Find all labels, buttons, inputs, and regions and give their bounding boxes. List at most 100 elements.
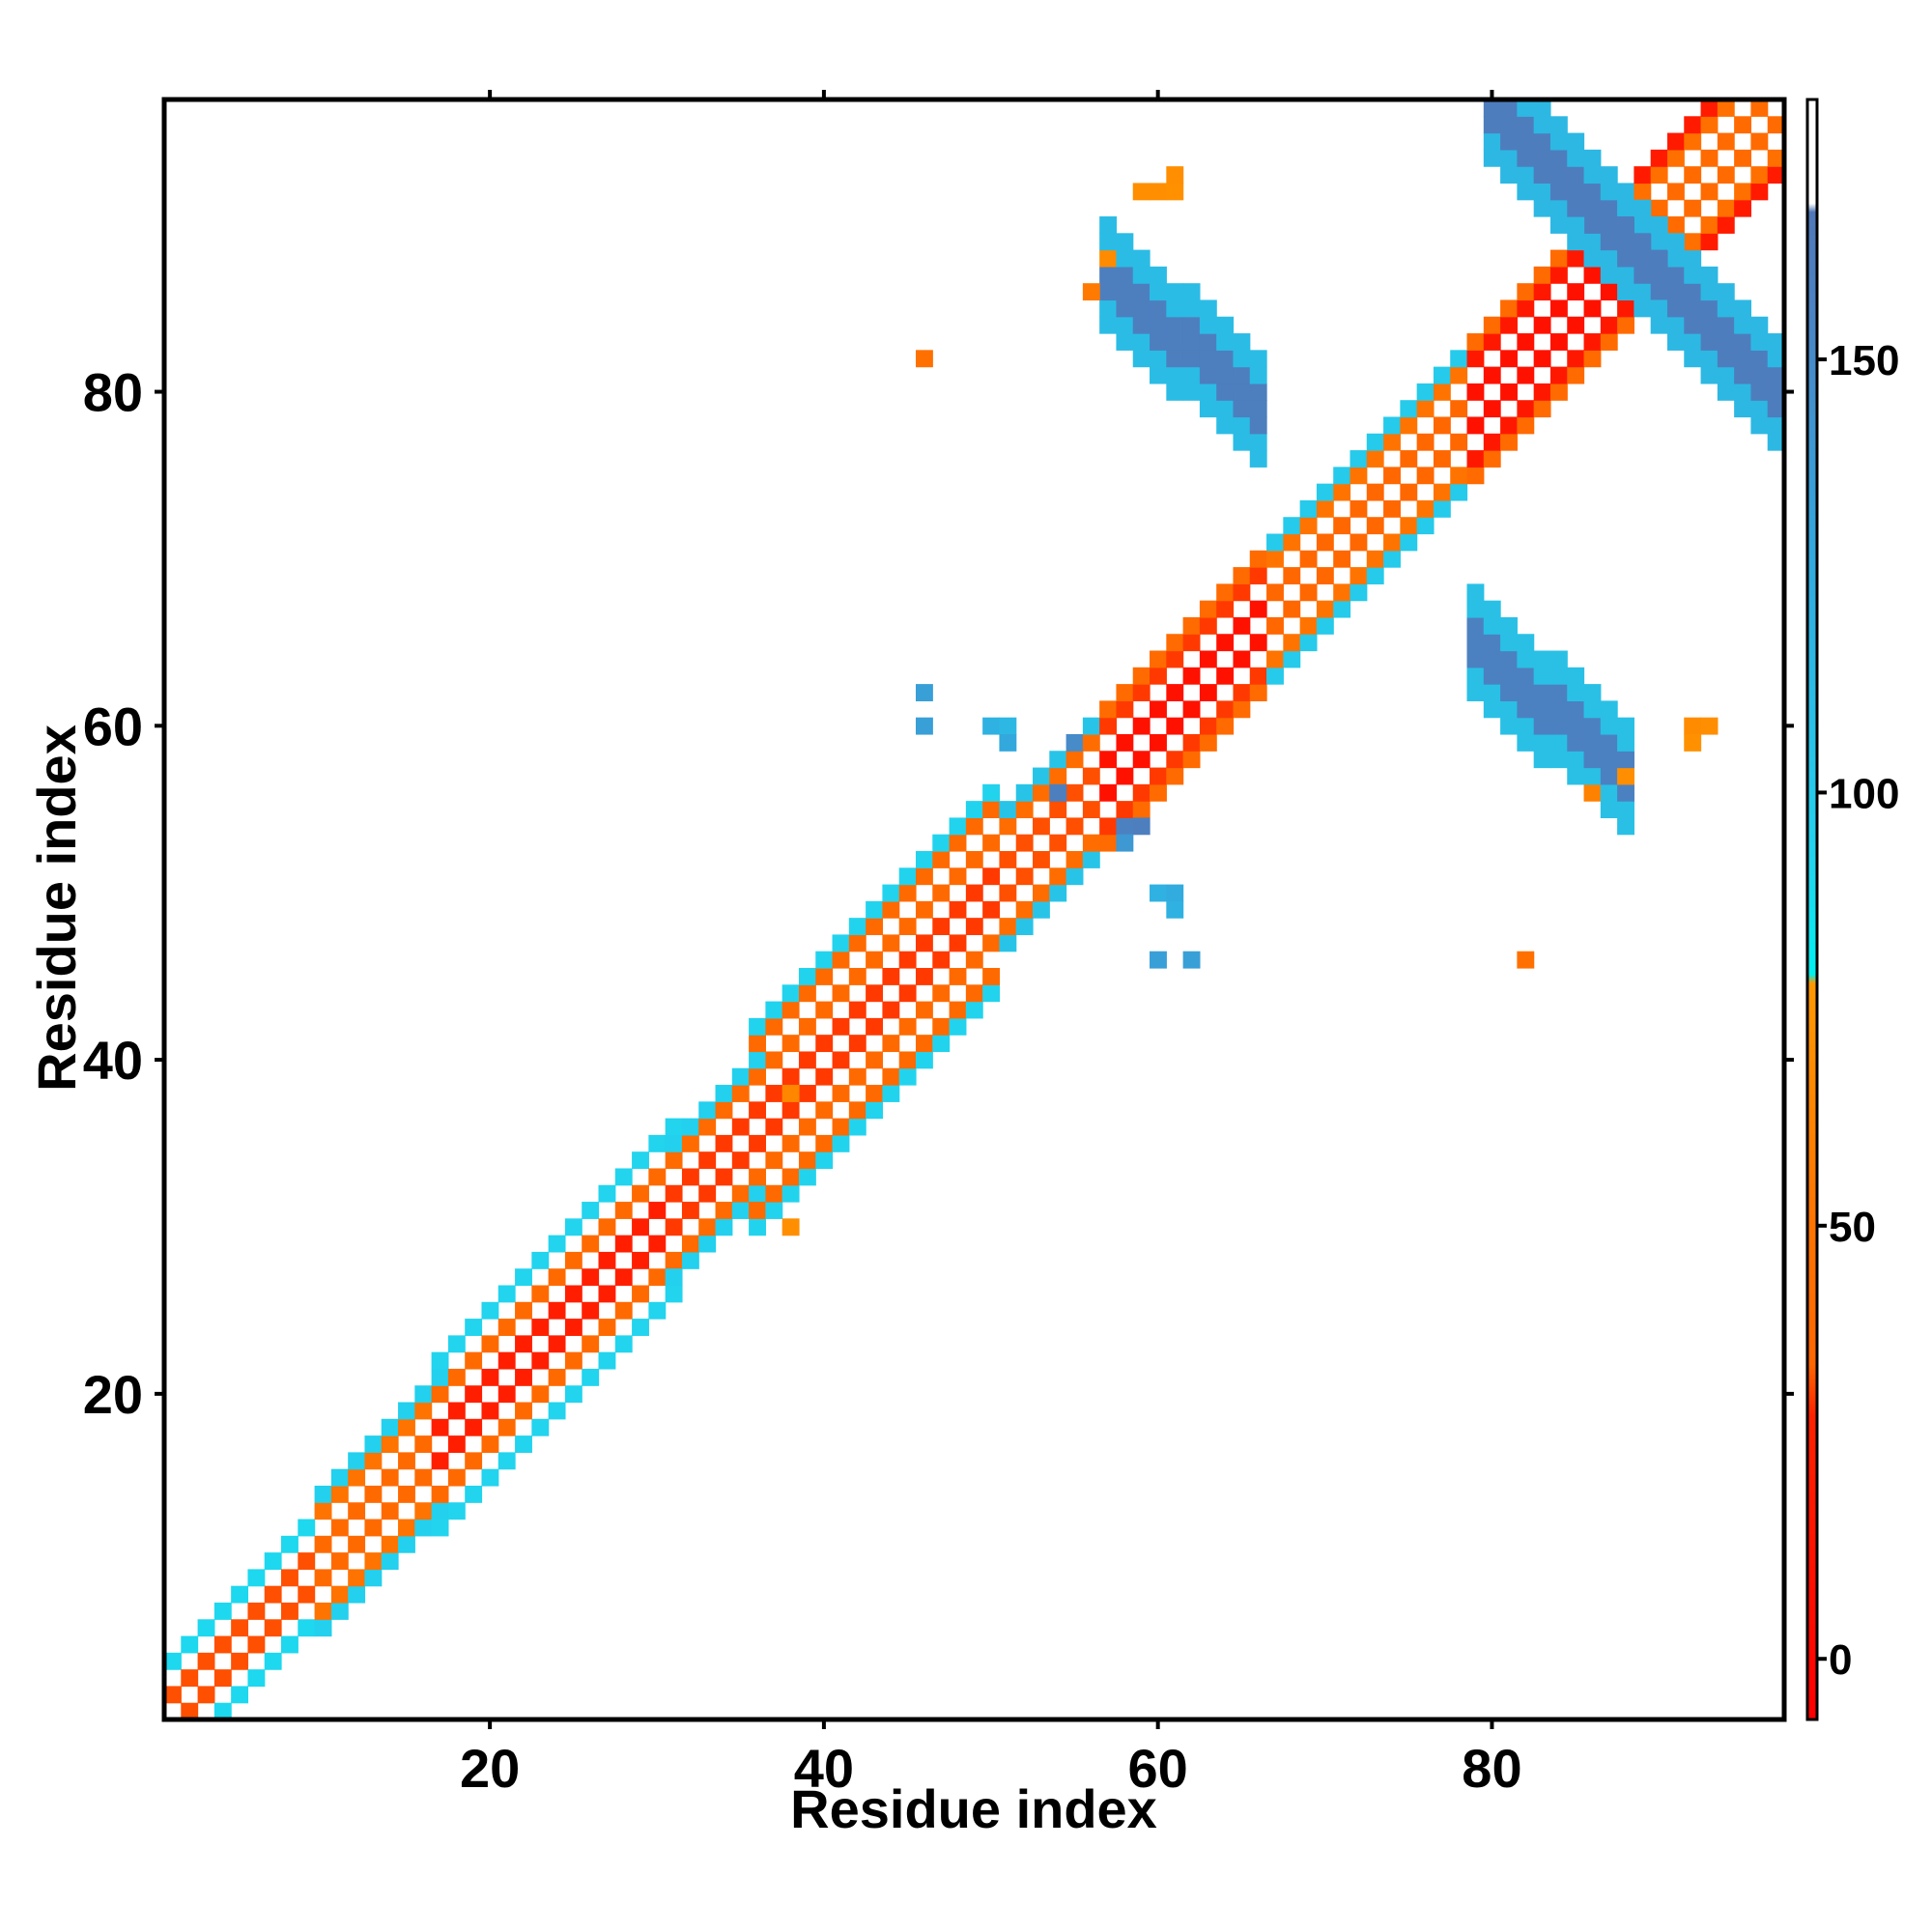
heatmap-cell: [1684, 333, 1702, 351]
heatmap-cell: [832, 1118, 850, 1136]
heatmap-cell: [598, 1251, 616, 1269]
heatmap-cell: [1166, 366, 1184, 384]
heatmap-cell: [330, 1552, 349, 1570]
heatmap-cell: [665, 1134, 683, 1152]
heatmap-cell: [564, 1285, 582, 1303]
heatmap-cell: [1199, 299, 1217, 318]
heatmap-cell: [1583, 733, 1602, 752]
heatmap-cell: [1533, 149, 1551, 167]
heatmap-cell: [898, 1017, 917, 1036]
heatmap-cell: [381, 1418, 399, 1436]
heatmap-cell: [1533, 383, 1551, 401]
heatmap-cell: [832, 1085, 850, 1102]
heatmap-cell: [915, 934, 933, 952]
heatmap-cell: [1049, 884, 1067, 902]
heatmap-cell: [1216, 400, 1235, 418]
heatmap-cell: [1483, 116, 1501, 134]
heatmap-cell: [1433, 483, 1451, 501]
heatmap-cell: [1684, 299, 1702, 318]
heatmap-cell: [949, 1001, 967, 1019]
heatmap-cell: [866, 900, 884, 919]
heatmap-cell: [715, 1202, 733, 1219]
heatmap-cell: [765, 1085, 783, 1102]
axes: 20 40 60 80 20 40 60 80: [83, 90, 1794, 1799]
heatmap-cell: [497, 1418, 516, 1436]
heatmap-cell: [264, 1652, 282, 1670]
heatmap-cell: [982, 867, 1001, 886]
heatmap-cell: [1750, 316, 1769, 334]
heatmap-cell: [1132, 783, 1151, 802]
heatmap-cell: [1617, 183, 1634, 201]
heatmap-cell: [1583, 149, 1602, 167]
heatmap-cell: [564, 1385, 582, 1404]
heatmap-cell: [314, 1619, 332, 1637]
heatmap-cell: [1650, 249, 1668, 268]
heatmap-cell: [731, 1067, 750, 1086]
heatmap-cell: [1700, 183, 1719, 201]
heatmap-cell: [1132, 316, 1151, 334]
heatmap-cell: [1400, 416, 1418, 435]
heatmap-cell: [582, 1268, 600, 1287]
heatmap-cell: [1333, 600, 1351, 618]
heatmap-cell: [1216, 366, 1235, 384]
heatmap-cell: [1466, 650, 1485, 668]
heatmap-cell: [999, 733, 1017, 752]
heatmap-cell: [1600, 233, 1618, 251]
heatmap-cell: [1533, 132, 1551, 151]
heatmap-cell: [1166, 900, 1184, 919]
heatmap-cell: [1182, 333, 1201, 351]
heatmap-cell: [1666, 183, 1685, 201]
heatmap-cell: [882, 884, 900, 902]
heatmap-cell: [548, 1335, 566, 1353]
heatmap-cell: [1233, 383, 1251, 401]
heatmap-cell: [598, 1351, 616, 1370]
heatmap-cell: [648, 1168, 667, 1186]
heatmap-cell: [1116, 233, 1134, 251]
heatmap-cell: [898, 1067, 917, 1086]
heatmap-cell: [632, 1184, 649, 1203]
heatmap-cell: [348, 1468, 366, 1487]
heatmap-cell: [1383, 416, 1401, 435]
heatmap-cell: [1617, 199, 1634, 217]
heatmap-cell: [1617, 299, 1634, 318]
heatmap-cell: [1717, 132, 1735, 151]
heatmap-cell: [1767, 149, 1785, 167]
heatmap-cell: [1166, 299, 1184, 318]
heatmap-cell: [281, 1569, 298, 1587]
heatmap-cell: [1249, 600, 1267, 618]
heatmap-cell: [1684, 199, 1702, 217]
heatmap-cell: [1466, 450, 1485, 468]
heatmap-cell: [1483, 99, 1501, 117]
heatmap-cell: [965, 918, 983, 936]
heatmap-cell: [1583, 700, 1602, 719]
heatmap-cell: [447, 1335, 466, 1353]
heatmap-cell: [832, 1134, 850, 1152]
heatmap-cell: [1533, 700, 1551, 719]
heatmap-cell: [1650, 233, 1668, 251]
x-tick-label: 20: [460, 1738, 520, 1799]
heatmap-cell: [1767, 333, 1785, 351]
heatmap-cell: [1350, 499, 1368, 518]
heatmap-cell: [1666, 333, 1685, 351]
heatmap-cell: [1533, 684, 1551, 701]
heatmap-cell: [1567, 183, 1585, 201]
heatmap-cell: [982, 834, 1001, 852]
heatmap-cell: [665, 1251, 683, 1269]
heatmap-cell: [1549, 333, 1568, 351]
heatmap-cell: [1065, 867, 1084, 886]
heatmap-cell: [1199, 333, 1217, 351]
heatmap-cell: [1600, 801, 1618, 819]
heatmap-cell: [731, 1184, 750, 1203]
heatmap-cell: [1600, 199, 1618, 217]
heatmap-cell: [1500, 700, 1518, 719]
heatmap-cell: [614, 1202, 633, 1219]
heatmap-cell: [1400, 400, 1418, 418]
heatmap-cell: [1650, 166, 1668, 185]
heatmap-cell: [866, 1051, 884, 1069]
heatmap-cell: [1549, 299, 1568, 318]
heatmap-cell: [632, 1285, 649, 1303]
heatmap-cell: [1500, 383, 1518, 401]
heatmap-cell: [330, 1468, 349, 1487]
heatmap-cell: [181, 1635, 199, 1654]
heatmap-cell: [1600, 700, 1618, 719]
